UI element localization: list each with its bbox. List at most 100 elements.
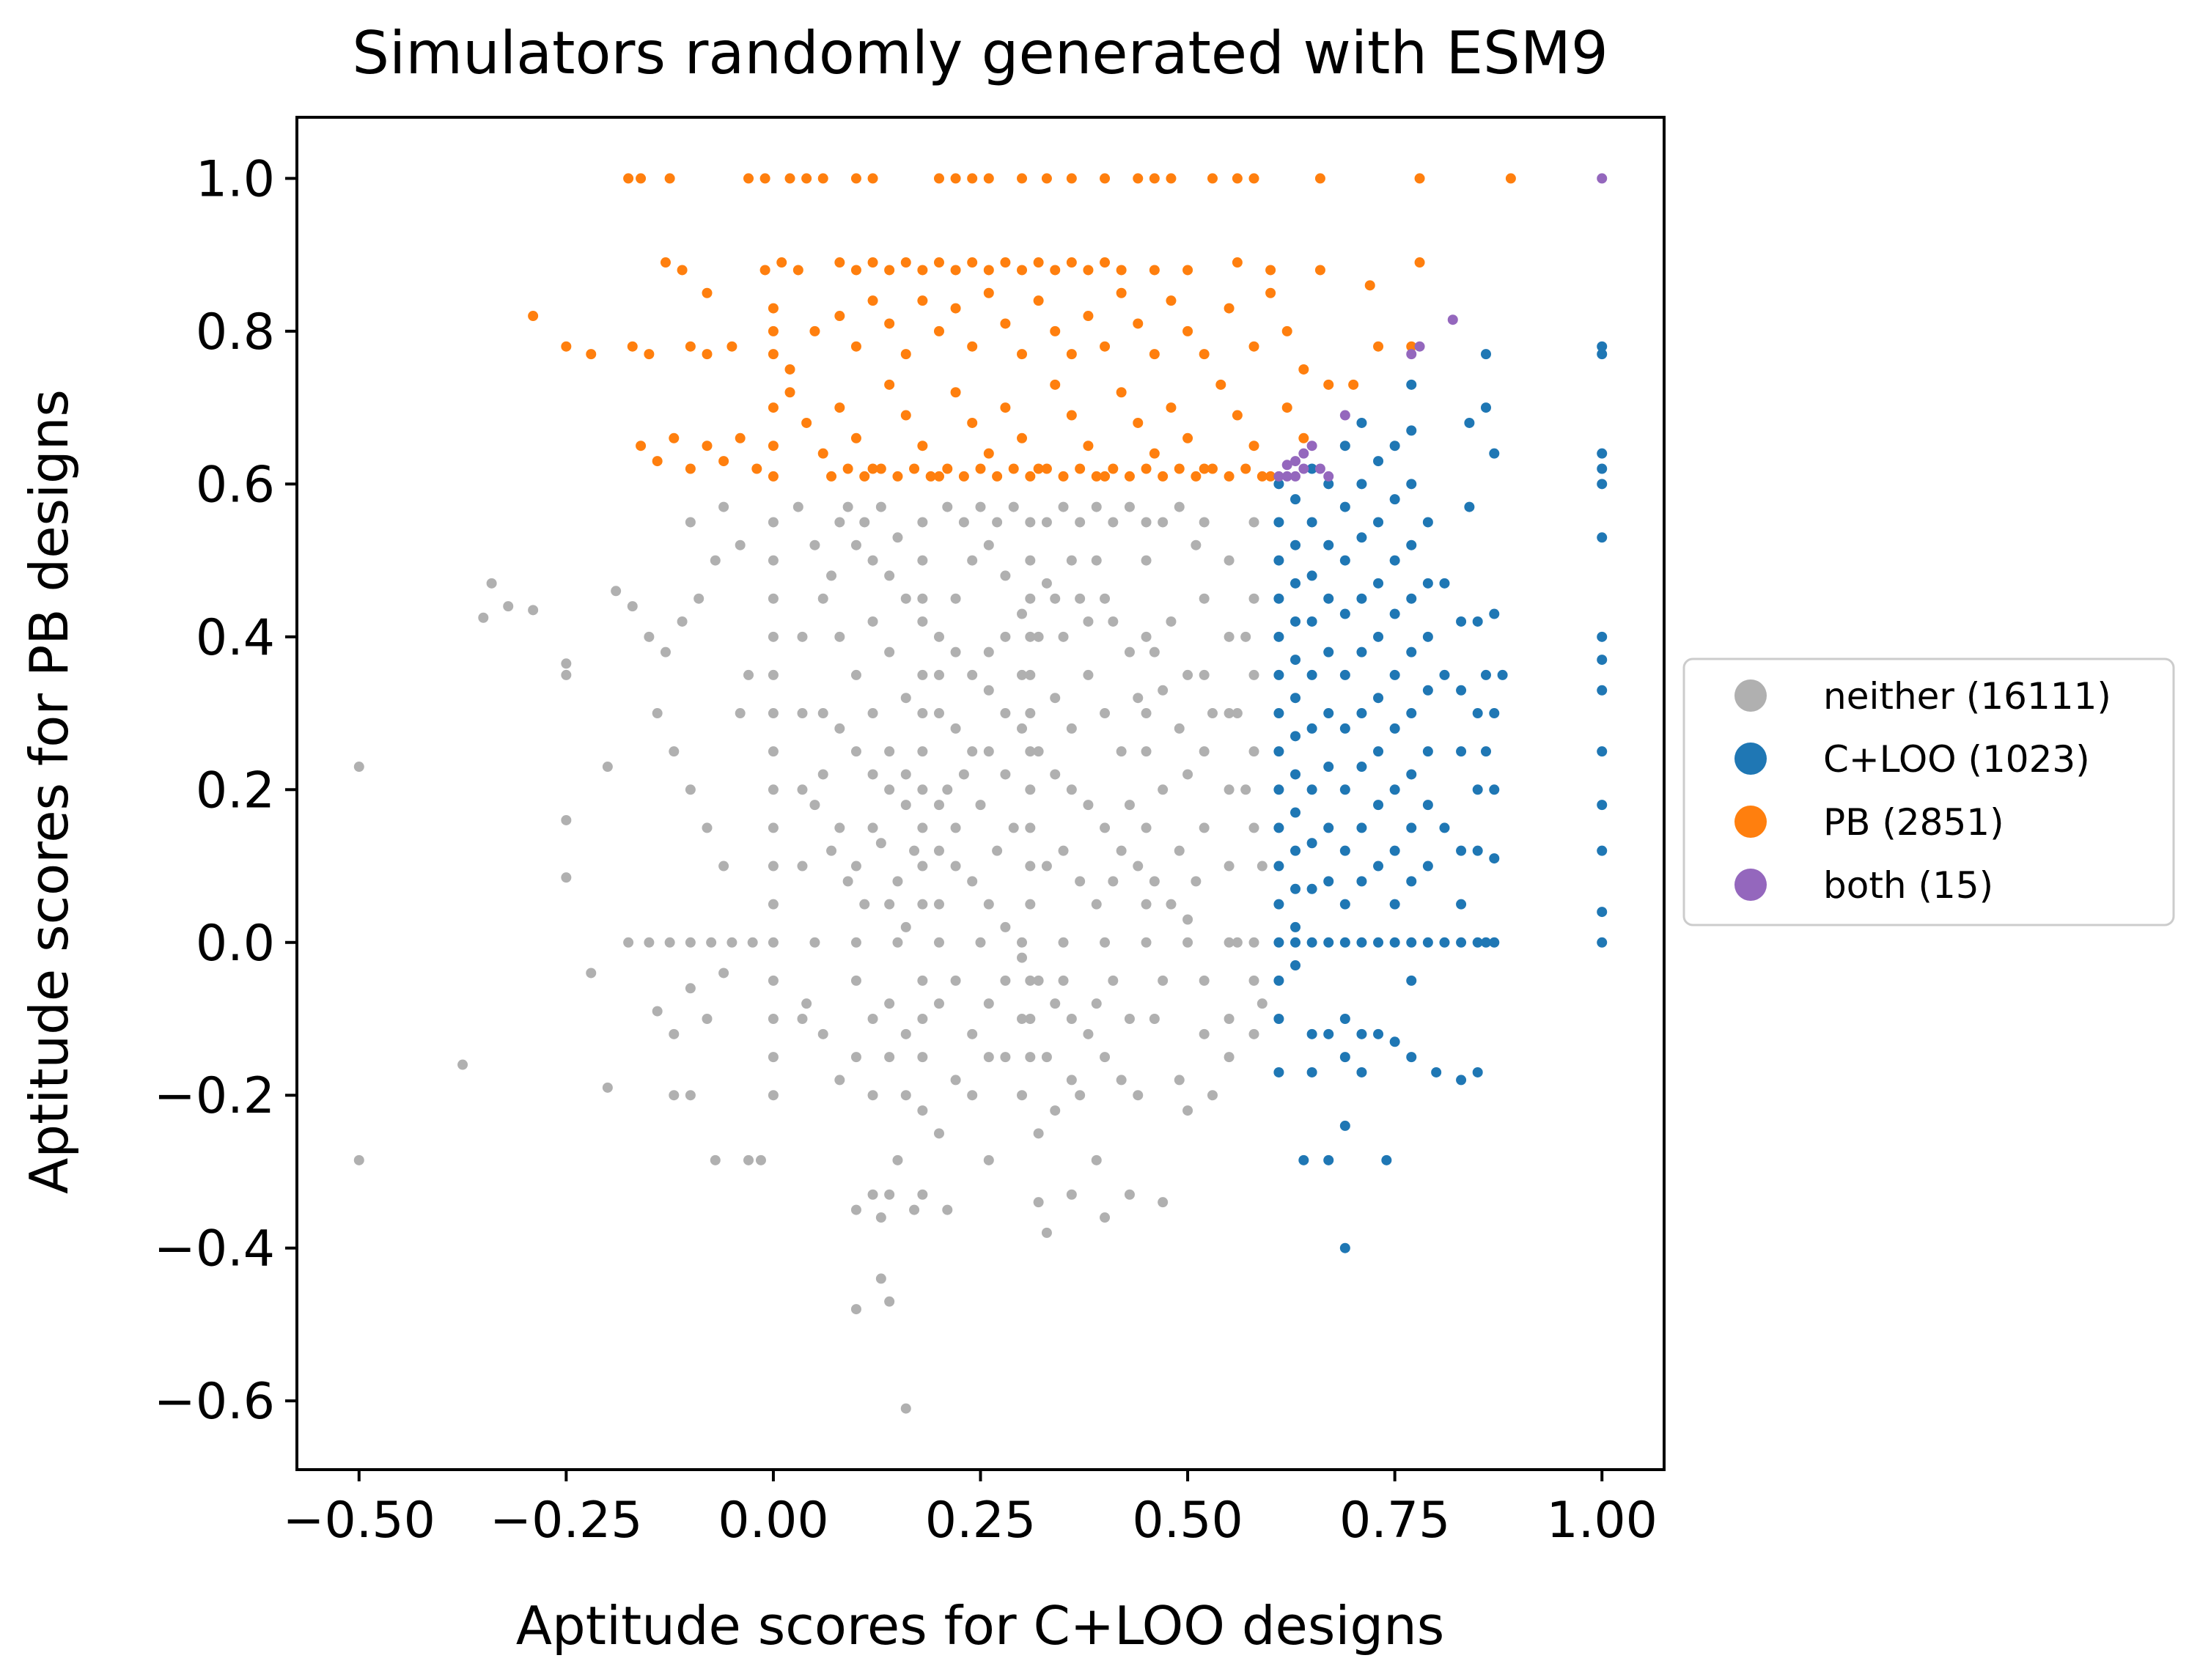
data-point (768, 708, 779, 719)
data-point (867, 555, 878, 566)
data-point (702, 822, 713, 833)
data-point (867, 295, 878, 306)
data-point (917, 975, 928, 986)
data-point (1100, 173, 1111, 184)
data-point (933, 669, 944, 680)
data-point (528, 605, 539, 616)
data-point (1240, 784, 1251, 795)
data-point (1075, 463, 1086, 474)
data-point (1348, 379, 1359, 390)
data-point (1017, 1090, 1028, 1101)
y-tick-label: −0.6 (154, 1373, 275, 1431)
data-point (1472, 845, 1483, 856)
data-point (983, 287, 994, 298)
data-point (1422, 861, 1433, 872)
data-point (768, 822, 779, 833)
data-point (917, 746, 928, 757)
data-point (925, 471, 936, 482)
data-point (1191, 471, 1202, 482)
data-point (909, 1204, 920, 1215)
data-point (1406, 975, 1417, 986)
data-point (834, 723, 845, 734)
data-point (1008, 501, 1019, 512)
data-point (1373, 517, 1384, 528)
data-point (933, 1128, 944, 1139)
data-point (884, 570, 895, 581)
data-point (1439, 937, 1450, 948)
data-point (743, 1154, 754, 1165)
series-group-3 (1273, 173, 1608, 482)
data-point (1597, 463, 1608, 474)
data-point (1166, 616, 1177, 627)
data-point (983, 539, 994, 550)
data-point (1597, 173, 1608, 184)
data-point (611, 586, 622, 597)
data-point (1100, 1212, 1111, 1223)
data-point (1273, 822, 1284, 833)
y-tick-label: 0.4 (196, 609, 275, 667)
data-point (1298, 448, 1309, 459)
data-point (917, 593, 928, 604)
data-point (884, 1296, 895, 1307)
data-point (1133, 861, 1144, 872)
data-point (1000, 318, 1011, 329)
data-point (817, 448, 828, 459)
y-tick-label: 0.0 (196, 915, 275, 973)
data-point (1373, 1028, 1384, 1039)
data-point (1373, 578, 1384, 589)
data-point (1033, 295, 1044, 306)
data-point (528, 311, 539, 322)
data-point (797, 784, 808, 795)
data-point (933, 800, 944, 811)
data-point (1389, 784, 1400, 795)
data-point (1389, 1036, 1400, 1047)
data-point (826, 471, 837, 482)
data-point (867, 257, 878, 268)
data-point (685, 517, 696, 528)
data-point (1339, 501, 1350, 512)
data-point (1058, 501, 1069, 512)
data-point (826, 845, 837, 856)
data-point (1406, 822, 1417, 833)
data-point (1017, 173, 1028, 184)
data-point (1017, 952, 1028, 963)
data-point (933, 257, 944, 268)
data-point (1281, 402, 1292, 413)
data-point (809, 539, 820, 550)
data-point (1158, 784, 1169, 795)
data-point (1314, 173, 1325, 184)
data-point (850, 265, 861, 276)
data-point (1406, 1052, 1417, 1063)
data-point (353, 762, 364, 773)
data-point (834, 517, 845, 528)
data-point (917, 861, 928, 872)
data-point (1597, 907, 1608, 918)
data-point (967, 1028, 978, 1039)
data-point (685, 784, 696, 795)
data-point (950, 646, 961, 657)
data-point (850, 341, 861, 352)
data-point (561, 814, 572, 825)
data-point (1480, 402, 1491, 413)
data-point (892, 1154, 903, 1165)
data-point (1000, 402, 1011, 413)
data-point (975, 463, 986, 474)
data-point (1323, 646, 1334, 657)
data-point (1158, 975, 1169, 986)
data-point (1406, 937, 1417, 948)
data-point (1472, 937, 1483, 948)
data-point (1339, 845, 1350, 856)
data-point (1149, 1014, 1160, 1024)
y-tick-label: −0.4 (154, 1220, 275, 1278)
data-point (1306, 784, 1317, 795)
legend-marker (1734, 679, 1767, 712)
legend-marker (1734, 743, 1767, 775)
data-point (797, 1014, 808, 1024)
data-point (1373, 631, 1384, 642)
data-point (1017, 265, 1028, 276)
data-point (875, 501, 886, 512)
data-point (1406, 349, 1417, 360)
data-point (1464, 501, 1475, 512)
data-point (1273, 784, 1284, 795)
data-point (768, 937, 779, 948)
